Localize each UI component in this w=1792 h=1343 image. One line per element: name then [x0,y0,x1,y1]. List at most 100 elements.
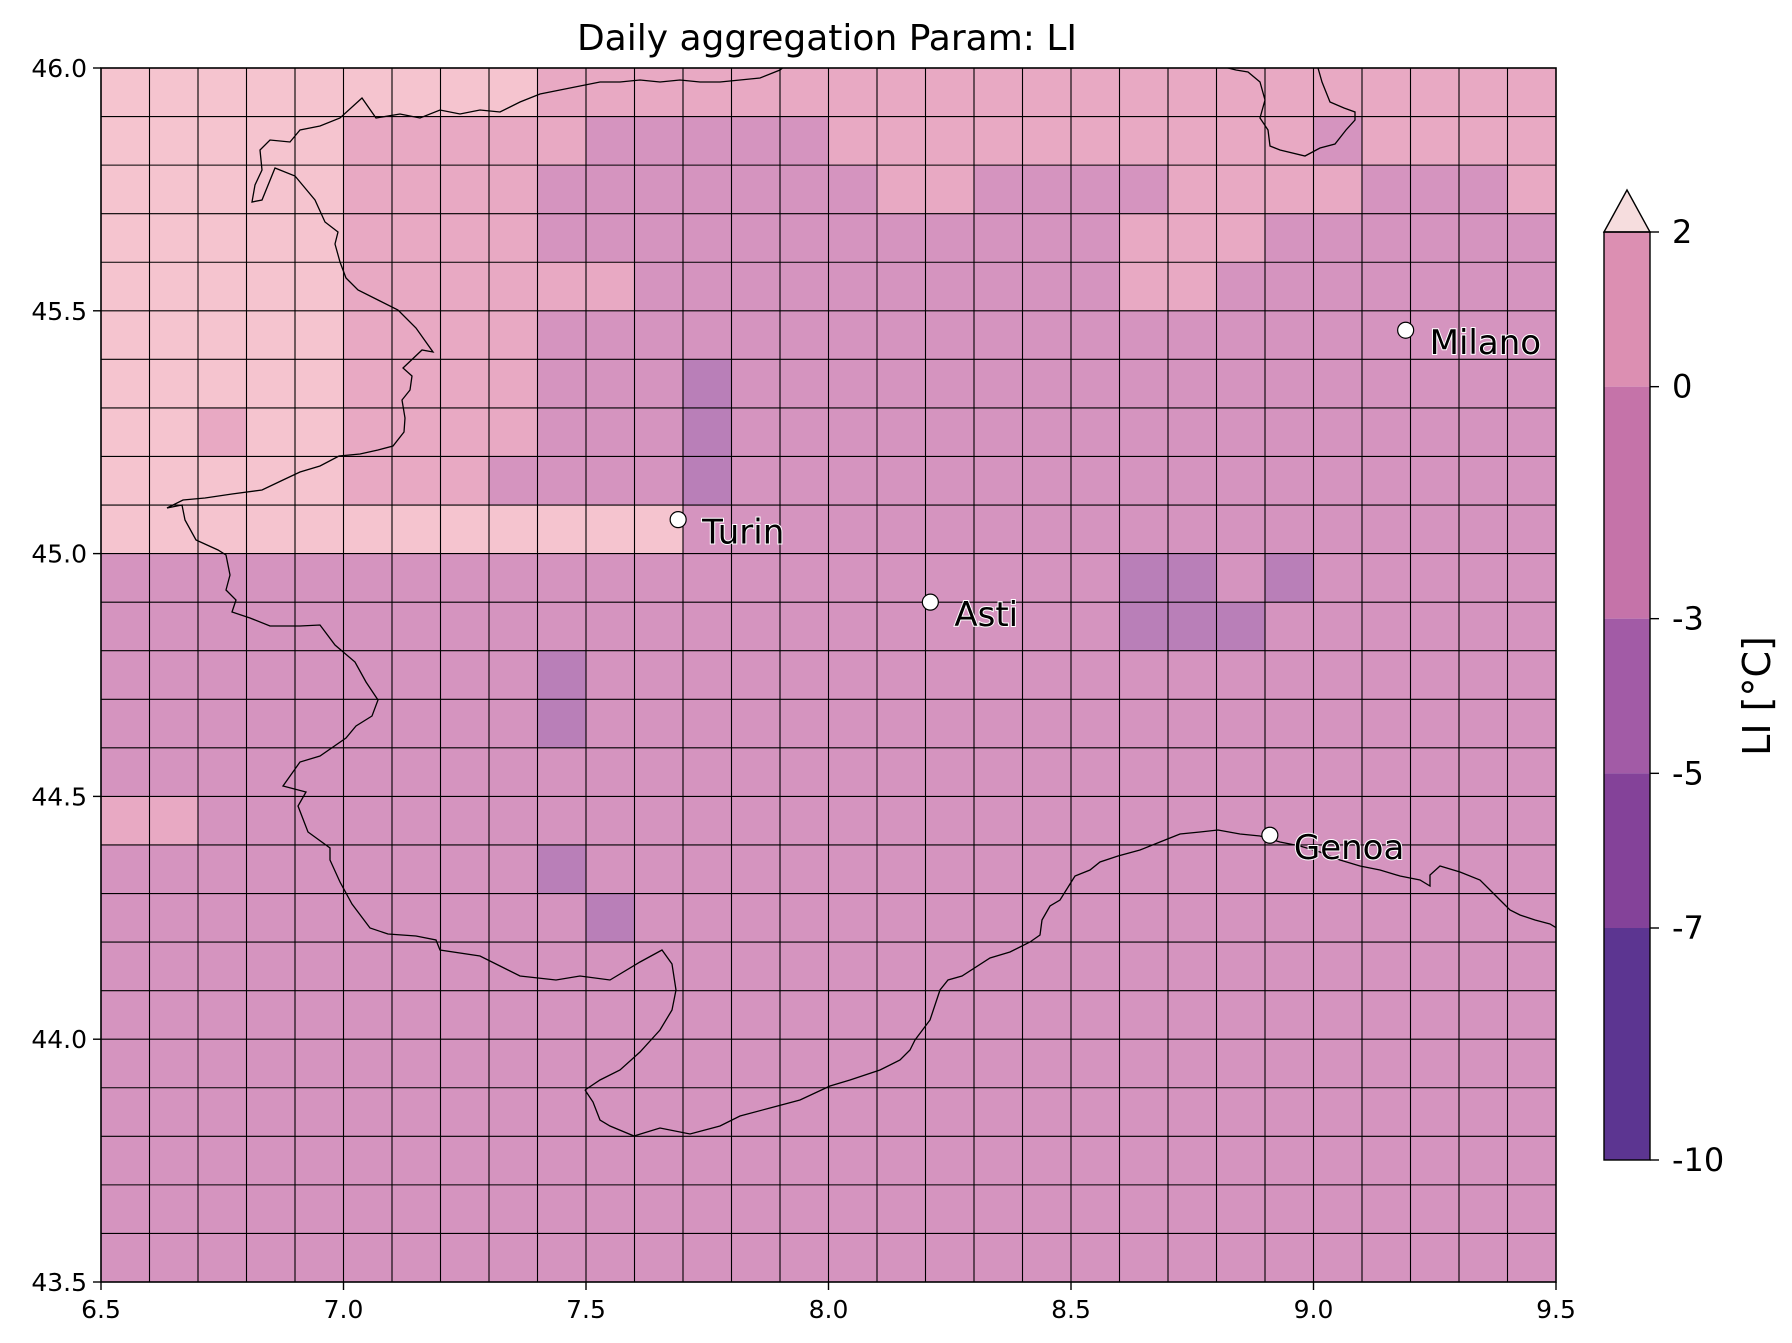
heatmap-cell [683,747,733,797]
heatmap-cell [877,213,927,263]
heatmap-cell [198,844,248,895]
heatmap-cell [101,116,151,166]
heatmap-cell [683,602,733,652]
heatmap-cell [828,116,878,166]
heatmap-cell [392,1087,442,1137]
heatmap-cell [1168,844,1218,895]
heatmap-cell [1507,942,1556,992]
heatmap-cell [489,165,539,215]
heatmap-cell [683,213,733,263]
heatmap-cell [440,262,490,312]
heatmap-cell [392,165,442,215]
heatmap-cell [1313,990,1363,1040]
heatmap-cell [586,796,636,846]
heatmap-cell [1507,310,1556,360]
heatmap-cell [198,165,248,215]
heatmap-cell [440,1233,490,1282]
heatmap-cell [780,1233,830,1282]
heatmap-cell [1022,1136,1072,1186]
heatmap-cell [1313,359,1363,409]
heatmap-cell [780,213,830,263]
heatmap-cell [1265,1184,1315,1235]
heatmap-cell [1507,1039,1556,1089]
heatmap-cell [1119,116,1169,166]
heatmap-cell [1313,650,1363,700]
heatmap-cell [537,990,587,1040]
heatmap-cell [537,893,587,943]
heatmap-cell [634,1233,684,1282]
heatmap-cell [1022,1039,1072,1089]
heatmap-cell [198,893,248,943]
heatmap-cell [1119,553,1169,603]
heatmap-cell [246,553,296,603]
colorbar-frame [1603,231,1651,1161]
heatmap-cell [1022,844,1072,895]
heatmap-cell [1507,213,1556,263]
heatmap-cell [1507,116,1556,166]
heatmap-cell [1168,796,1218,846]
heatmap-cell [246,1087,296,1137]
heatmap-cell [586,262,636,312]
city-asti: Asti [921,593,1019,636]
heatmap-cell [828,1039,878,1089]
heatmap-cell [489,844,539,895]
heatmap-cell [101,1087,151,1137]
heatmap-cell [780,1136,830,1186]
heatmap-cell [586,747,636,797]
heatmap-cell [489,1136,539,1186]
heatmap-cell [877,650,927,700]
heatmap-cell [295,116,345,166]
heatmap-cell [780,602,830,652]
heatmap-cell [343,456,393,506]
heatmap-cell [1216,1039,1266,1089]
heatmap-cell [683,650,733,700]
heatmap-cell [489,942,539,992]
heatmap-cell [731,1233,781,1282]
heatmap-cell [1410,650,1460,700]
heatmap-cell [634,893,684,943]
heatmap-cell [1459,1039,1509,1089]
heatmap-cell [1410,68,1460,118]
heatmap-cell [489,407,539,458]
heatmap-cell [780,505,830,555]
heatmap-cell [1216,213,1266,263]
heatmap-cell [780,456,830,506]
chart-title: Daily aggregation Param: LI [577,18,1077,59]
heatmap-cell [198,1087,248,1137]
heatmap-cell [1410,990,1460,1040]
heatmap-cell [634,553,684,603]
heatmap-cell [1313,602,1363,652]
heatmap-cell [925,942,975,992]
heatmap-cell [489,796,539,846]
heatmap-cell [392,1233,442,1282]
heatmap-cell [537,1039,587,1089]
heatmap-cell [537,359,587,409]
heatmap-cell [1022,407,1072,458]
heatmap-cell [198,650,248,700]
heatmap-cell [925,359,975,409]
heatmap-cell [343,1184,393,1235]
heatmap-cell [1362,747,1412,797]
heatmap-cell [1119,699,1169,749]
heatmap-cell [1459,213,1509,263]
heatmap-cell [974,747,1024,797]
heatmap-cell [1410,456,1460,506]
heatmap-cell [295,165,345,215]
heatmap-cell [780,165,830,215]
heatmap-cell [343,165,393,215]
heatmap-cell [1507,747,1556,797]
heatmap-cell [1265,942,1315,992]
heatmap-cell [295,1233,345,1282]
heatmap-cell [489,650,539,700]
heatmap-cell [1216,650,1266,700]
heatmap-cell [634,359,684,409]
heatmap-cell [1410,1039,1460,1089]
heatmap-cell [489,310,539,360]
city-genoa: Genoa [1261,826,1405,869]
heatmap-cell [295,456,345,506]
heatmap-cell [537,553,587,603]
heatmap-cell [731,553,781,603]
heatmap-cell [440,893,490,943]
heatmap-cell [1216,699,1266,749]
heatmap-cell [1071,68,1121,118]
